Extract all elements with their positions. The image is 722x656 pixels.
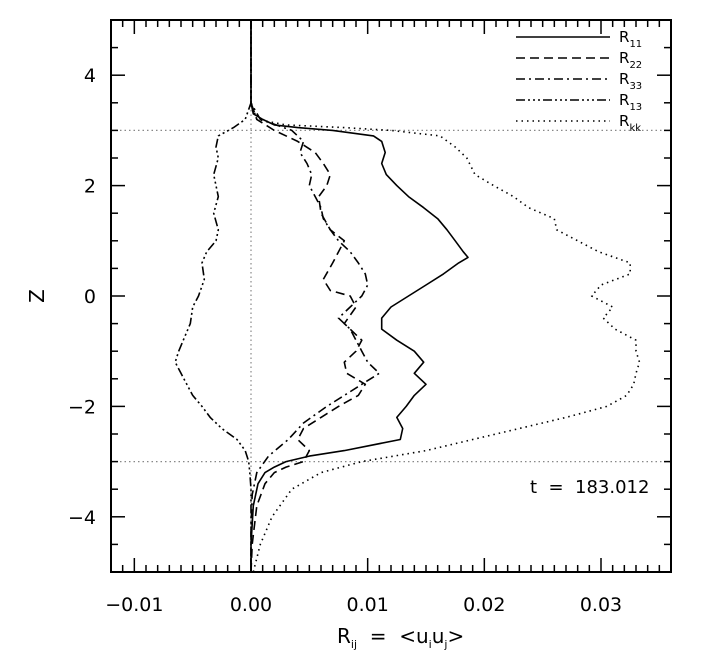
x-tick-label: 0.03 [580, 594, 622, 616]
y-tick-label: −4 [68, 507, 96, 529]
axis-ticks [110, 19, 672, 573]
series-line-r13 [174, 20, 252, 572]
x-tick-label: 0.00 [230, 594, 272, 616]
legend-label-r11: R11 [619, 28, 642, 50]
legend-label-r13: R13 [619, 91, 642, 113]
x-tick-label: 0.02 [463, 594, 505, 616]
legend-label-rkk: Rkk [619, 112, 641, 134]
series-line-r33 [250, 20, 381, 572]
y-tick-label: 2 [84, 176, 96, 198]
y-axis-label: Z [25, 289, 49, 303]
y-tick-labels: −4 −2 0 2 4 [68, 65, 96, 529]
y-tick-label: 0 [84, 286, 96, 308]
x-tick-label: −0.01 [105, 594, 163, 616]
time-annotation: t = 183.012 [530, 477, 649, 498]
x-tick-label: 0.01 [347, 594, 389, 616]
series-line-rkk [250, 20, 641, 573]
y-tick-label: 4 [84, 65, 96, 87]
series-line-r22 [250, 20, 367, 573]
legend-label-r22: R22 [619, 49, 642, 71]
legend-label-r33: R33 [619, 70, 642, 92]
x-axis-label: Rij = <uiuj> [337, 624, 464, 651]
y-tick-label: −2 [68, 396, 96, 418]
x-tick-labels: −0.01 0.00 0.01 0.02 0.03 [105, 594, 622, 616]
series-line-r11 [250, 20, 469, 572]
series-lines [174, 20, 641, 573]
